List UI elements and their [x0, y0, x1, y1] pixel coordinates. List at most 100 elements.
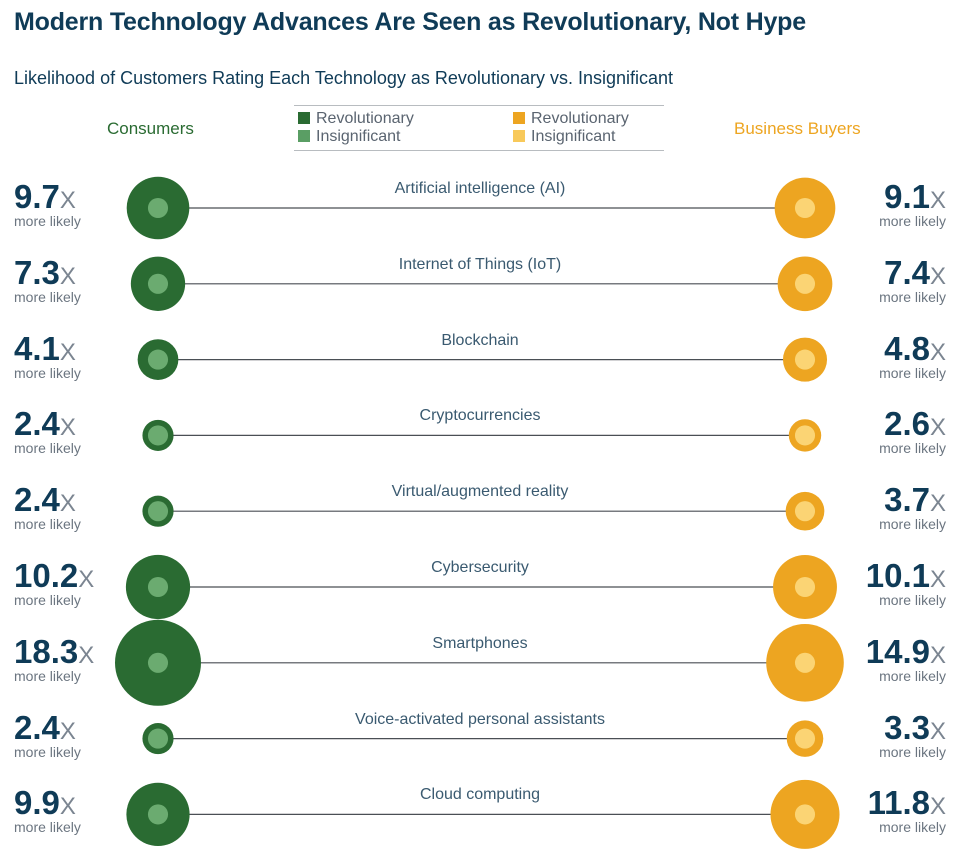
legend-swatch-business-revolutionary — [513, 112, 525, 124]
business-value-label: 3.3X more likely — [836, 711, 946, 760]
value-unit: X — [929, 793, 946, 821]
consumer-value-label: 2.4X more likely — [14, 483, 129, 531]
category-label: Voice-activated personal assistants — [355, 710, 605, 728]
business-buyers-label: Business Buyers — [734, 119, 861, 138]
more-likely-label: more likely — [14, 743, 81, 760]
legend-business-insignificant: Insignificant — [513, 128, 616, 145]
legend-consumer-insignificant: Insignificant — [298, 128, 401, 145]
value-text: 2.4 — [14, 405, 60, 443]
value-text: 7.4 — [884, 253, 930, 291]
value-unit: X — [59, 262, 76, 290]
value-text: 3.3 — [884, 708, 930, 746]
business-insignificant-bubble — [794, 197, 816, 219]
business-value-label: 10.1X more likely — [836, 559, 946, 608]
business-insignificant-bubble — [794, 652, 816, 673]
value-number: 4.8X — [836, 332, 946, 368]
business-value-label: 4.8X more likely — [836, 332, 946, 381]
value-unit: X — [78, 641, 95, 669]
more-likely-label: more likely — [879, 440, 946, 457]
category-label: Internet of Things (IoT) — [398, 255, 562, 273]
more-likely-label: more likely — [879, 819, 946, 836]
business-insignificant-bubble — [794, 728, 816, 749]
more-likely-label: more likely — [879, 592, 946, 608]
legend-label: Revolutionary — [316, 110, 414, 127]
value-text: 10.2 — [14, 557, 79, 594]
legend-swatch-consumer-insignificant — [298, 130, 310, 142]
consumer-value-label: 9.9X more likely — [14, 786, 129, 836]
business-insignificant-bubble — [794, 576, 816, 598]
value-text: 11.8 — [867, 784, 930, 822]
value-number: 2.4X — [14, 407, 129, 443]
more-likely-label: more likely — [879, 743, 946, 760]
more-likely-label: more likely — [879, 213, 946, 229]
value-number: 2.6X — [836, 407, 946, 443]
more-likely-label: more likely — [14, 592, 81, 608]
consumer-insignificant-bubble — [147, 501, 169, 522]
category-label: Smartphones — [432, 634, 528, 652]
category-label: Artificial intelligence (AI) — [394, 180, 566, 197]
value-unit: X — [929, 717, 946, 745]
value-text: 9.9 — [14, 784, 60, 822]
value-text: 18.3 — [14, 632, 79, 670]
value-text: 7.3 — [14, 253, 60, 291]
value-unit: X — [929, 187, 946, 214]
consumer-insignificant-bubble — [147, 349, 169, 370]
value-text: 9.1 — [884, 178, 930, 215]
legend-swatch-consumer-revolutionary — [298, 112, 310, 124]
consumer-value-label: 10.2X more likely — [14, 559, 129, 608]
business-insignificant-bubble — [794, 425, 816, 446]
value-unit: X — [78, 566, 95, 593]
value-number: 10.1X — [836, 559, 946, 595]
value-number: 7.4X — [836, 256, 946, 292]
value-number: 9.7X — [14, 180, 129, 216]
more-likely-label: more likely — [14, 819, 81, 836]
legend-label: Insignificant — [531, 128, 616, 145]
value-unit: X — [929, 490, 946, 518]
value-number: 2.4X — [14, 711, 129, 747]
consumer-insignificant-bubble — [147, 425, 169, 446]
business-value-label: 3.7X more likely — [836, 483, 946, 531]
category-label: Cybersecurity — [431, 559, 529, 576]
value-text: 10.1 — [865, 557, 930, 594]
value-text: 9.7 — [14, 178, 60, 215]
category-label: Blockchain — [441, 331, 519, 349]
value-unit: X — [59, 414, 76, 442]
more-likely-label: more likely — [14, 440, 81, 457]
legend: Revolutionary Insignificant Revolutionar… — [294, 105, 664, 151]
value-text: 4.1 — [14, 329, 60, 367]
business-insignificant-bubble — [794, 273, 816, 294]
business-insignificant-bubble — [794, 349, 816, 370]
business-value-label: 11.8X more likely — [836, 786, 946, 836]
business-insignificant-bubble — [794, 804, 816, 825]
consumer-insignificant-bubble — [147, 728, 169, 749]
value-number: 11.8X — [836, 786, 946, 822]
value-unit: X — [59, 490, 76, 518]
more-likely-label: more likely — [879, 667, 946, 684]
more-likely-label: more likely — [14, 667, 81, 684]
category-label: Cryptocurrencies — [419, 407, 541, 425]
value-text: 3.7 — [884, 481, 930, 519]
legend-swatch-business-insignificant — [513, 130, 525, 142]
more-likely-label: more likely — [14, 288, 81, 305]
consumer-insignificant-bubble — [147, 197, 169, 219]
value-number: 18.3X — [14, 635, 129, 671]
chart-subtitle: Likelihood of Customers Rating Each Tech… — [14, 68, 674, 88]
more-likely-label: more likely — [879, 288, 946, 305]
value-unit: X — [59, 187, 76, 214]
category-label: Cloud computing — [419, 786, 541, 804]
value-text: 2.6 — [884, 405, 930, 443]
consumer-value-label: 18.3X more likely — [14, 635, 129, 684]
value-number: 3.7X — [836, 483, 946, 519]
more-likely-label: more likely — [879, 364, 946, 381]
value-number: 10.2X — [14, 559, 129, 595]
value-number: 9.1X — [836, 180, 946, 216]
consumer-insignificant-bubble — [147, 804, 169, 825]
value-number: 7.3X — [14, 256, 129, 292]
value-unit: X — [59, 338, 76, 366]
consumer-insignificant-bubble — [147, 652, 169, 673]
legend-label: Insignificant — [316, 128, 401, 145]
consumer-value-label: 2.4X more likely — [14, 407, 129, 457]
business-insignificant-bubble — [794, 501, 816, 522]
value-text: 2.4 — [14, 481, 60, 519]
